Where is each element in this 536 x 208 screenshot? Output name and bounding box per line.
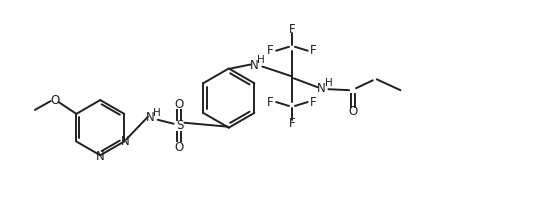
Text: H: H	[325, 78, 332, 88]
Text: F: F	[310, 44, 317, 57]
Text: N: N	[145, 111, 154, 124]
Text: H: H	[257, 55, 265, 65]
Text: F: F	[288, 22, 295, 36]
Text: N: N	[317, 82, 326, 95]
Text: N: N	[121, 135, 130, 148]
Text: F: F	[288, 117, 295, 130]
Text: N: N	[96, 150, 105, 163]
Text: F: F	[310, 95, 317, 109]
Text: O: O	[348, 105, 358, 118]
Text: O: O	[50, 94, 59, 106]
Text: H: H	[153, 108, 161, 118]
Text: N: N	[250, 59, 259, 72]
Text: F: F	[267, 44, 273, 57]
Text: F: F	[267, 95, 273, 109]
Text: O: O	[175, 98, 184, 110]
Text: S: S	[176, 119, 183, 132]
Text: O: O	[175, 141, 184, 154]
